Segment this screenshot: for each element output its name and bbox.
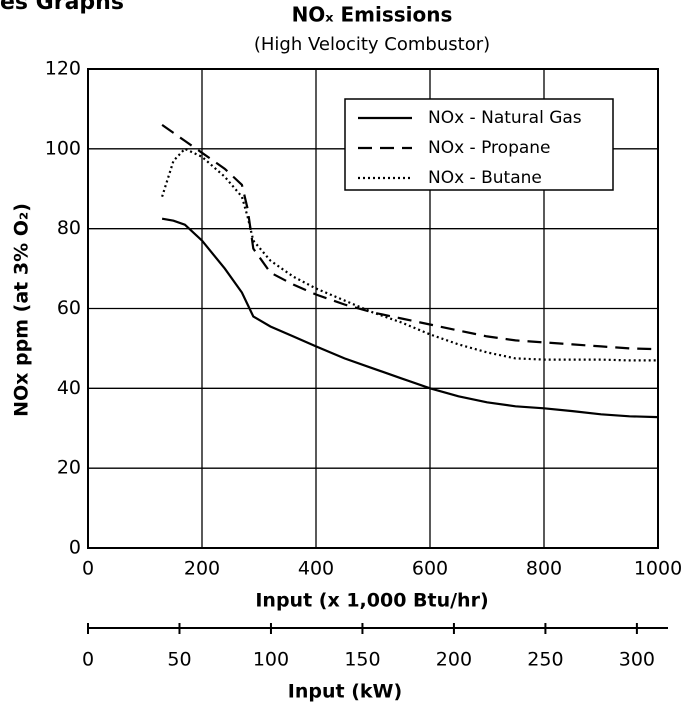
x-tick-label: 1000 — [634, 558, 682, 580]
x-tick-label: 400 — [298, 558, 334, 580]
x2-tick-label: 200 — [436, 649, 472, 671]
x2-tick-label: 0 — [82, 649, 94, 671]
y-tick-label: 40 — [57, 377, 81, 399]
y-axis-label: NOx ppm (at 3% O₂) — [11, 203, 33, 417]
y-tick-label: 20 — [57, 457, 81, 479]
y-tick-label: 60 — [57, 297, 81, 319]
series-line — [161, 123, 659, 351]
x-tick-label: 800 — [526, 558, 562, 580]
series-line — [161, 147, 658, 362]
y-tick-label: 80 — [57, 217, 81, 239]
legend-label: NOx - Butane — [428, 168, 542, 188]
x2-tick-label: 100 — [253, 649, 289, 671]
legend-box — [344, 98, 614, 191]
x-axis-label: Input (x 1,000 Btu/hr) — [255, 590, 488, 612]
legend-label: NOx - Propane — [428, 138, 551, 158]
y-tick-label: 120 — [45, 58, 81, 80]
x2-tick-label: 150 — [344, 649, 380, 671]
x2-axis-label: Input (kW) — [288, 681, 402, 703]
legend-label: NOx - Natural Gas — [428, 108, 582, 128]
x2-tick-label: 250 — [527, 649, 563, 671]
y-tick-label: 0 — [69, 537, 81, 559]
chart-subtitle: (High Velocity Combustor) — [254, 34, 490, 55]
x2-tick-label: 300 — [619, 649, 655, 671]
chart-title: NOₓ Emissions — [292, 3, 453, 27]
x-tick-label: 0 — [82, 558, 94, 580]
page-header: es Graphs — [0, 0, 124, 15]
x-tick-label: 600 — [412, 558, 448, 580]
x2-tick-label: 50 — [167, 649, 191, 671]
x-tick-label: 200 — [184, 558, 220, 580]
plot-frame — [87, 68, 659, 549]
series-line — [161, 217, 659, 419]
y-tick-label: 100 — [45, 137, 81, 159]
